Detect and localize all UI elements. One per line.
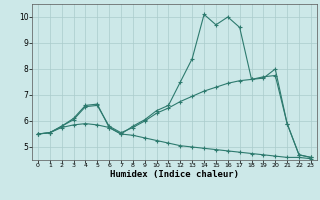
- X-axis label: Humidex (Indice chaleur): Humidex (Indice chaleur): [110, 170, 239, 179]
